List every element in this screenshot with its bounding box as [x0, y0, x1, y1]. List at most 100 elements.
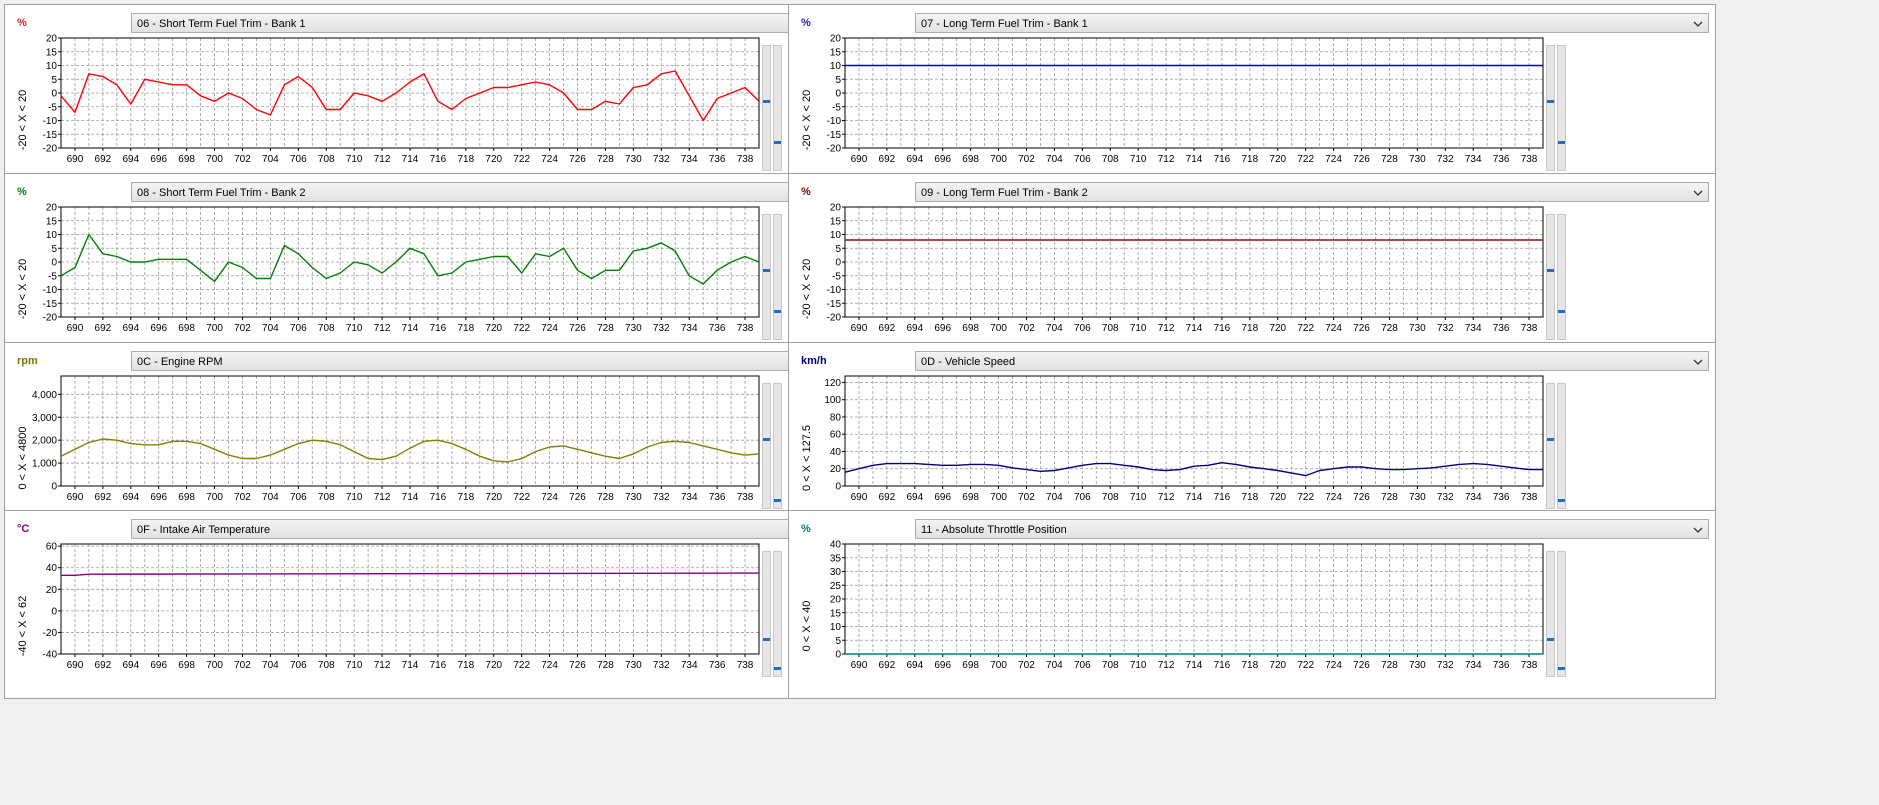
y-tick-label: 15 — [830, 47, 842, 58]
x-tick-label: 690 — [67, 492, 84, 503]
slider-thumb[interactable] — [763, 638, 770, 642]
slider-thumb[interactable] — [1547, 638, 1554, 642]
slider-thumb[interactable] — [1558, 499, 1565, 503]
x-tick-label: 728 — [1381, 323, 1398, 334]
zoom-slider[interactable] — [762, 551, 771, 677]
x-tick-label: 700 — [206, 154, 223, 165]
pid-select-dropdown[interactable]: 09 - Long Term Fuel Trim - Bank 2 — [915, 182, 1709, 202]
slider-thumb[interactable] — [774, 140, 781, 144]
x-tick-label: 700 — [206, 492, 223, 503]
slider-thumb[interactable] — [763, 269, 770, 272]
x-tick-label: 722 — [1297, 154, 1314, 165]
pid-select-dropdown[interactable]: 0C - Engine RPM — [131, 351, 925, 371]
x-tick-label: 696 — [150, 323, 167, 334]
y-tick-label: 80 — [830, 412, 842, 423]
line-chart: 0 5 10 15 20 25 30 35 40 690 692 694 696 698 700 702 704… — [830, 540, 1544, 671]
slider-thumb[interactable] — [763, 438, 770, 441]
offset-slider[interactable] — [1557, 383, 1566, 509]
x-tick-label: 700 — [990, 154, 1007, 165]
slider-thumb[interactable] — [774, 499, 781, 503]
offset-slider[interactable] — [1557, 214, 1566, 340]
y-tick-label: 60 — [830, 430, 842, 441]
x-tick-label: 712 — [1158, 492, 1175, 503]
x-tick-label: 692 — [95, 154, 112, 165]
slider-thumb[interactable] — [1547, 100, 1554, 103]
zoom-slider[interactable] — [762, 45, 771, 171]
x-tick-label: 718 — [457, 154, 474, 165]
offset-slider[interactable] — [773, 383, 782, 509]
pid-select-dropdown[interactable]: 07 - Long Term Fuel Trim - Bank 1 — [915, 13, 1709, 33]
x-tick-label: 694 — [906, 660, 923, 671]
x-tick-label: 710 — [346, 492, 363, 503]
x-tick-label: 726 — [569, 660, 586, 671]
zoom-slider[interactable] — [1546, 214, 1555, 340]
x-tick-label: 714 — [1186, 154, 1203, 165]
offset-slider[interactable] — [1557, 45, 1566, 171]
x-tick-label: 704 — [262, 154, 279, 165]
x-tick-label: 714 — [1186, 660, 1203, 671]
y-tick-label: 10 — [46, 61, 58, 72]
pid-select-dropdown[interactable]: 0D - Vehicle Speed — [915, 351, 1709, 371]
x-tick-label: 698 — [962, 323, 979, 334]
y-tick-label: -15 — [43, 299, 58, 310]
x-tick-label: 712 — [374, 154, 391, 165]
x-tick-label: 722 — [513, 323, 530, 334]
slider-thumb[interactable] — [774, 667, 781, 671]
offset-slider[interactable] — [773, 551, 782, 677]
y-tick-label: -10 — [827, 285, 842, 296]
x-tick-label: 694 — [122, 492, 139, 503]
x-tick-label: 720 — [485, 323, 502, 334]
x-tick-label: 738 — [1521, 154, 1538, 165]
slider-thumb[interactable] — [1558, 309, 1565, 313]
slider-thumb[interactable] — [1547, 269, 1554, 272]
y-tick-label: -5 — [832, 102, 841, 113]
zoom-slider[interactable] — [1546, 551, 1555, 677]
chart-panel: rpm 0C - Engine RPM 0 < X < 4800 0 1,000 2,00… — [4, 342, 932, 531]
y-tick-label: -5 — [48, 102, 57, 113]
y-tick-label: -40 — [43, 650, 58, 661]
pid-select-dropdown[interactable]: 11 - Absolute Throttle Position — [915, 519, 1709, 539]
chart-panel: km/h 0D - Vehicle Speed 0 < X < 127.5 0 20 40… — [788, 342, 1716, 531]
x-tick-label: 704 — [262, 660, 279, 671]
y-tick-label: 0 — [835, 89, 841, 100]
slider-thumb[interactable] — [763, 100, 770, 103]
series-line — [60, 70, 760, 122]
y-tick-label: 10 — [830, 622, 842, 633]
slider-thumb[interactable] — [1547, 438, 1554, 441]
x-tick-label: 702 — [1018, 492, 1035, 503]
x-tick-label: 730 — [1409, 323, 1426, 334]
y-tick-label: 0 — [51, 606, 57, 617]
x-tick-label: 694 — [906, 492, 923, 503]
slider-thumb[interactable] — [1558, 667, 1565, 671]
zoom-slider[interactable] — [1546, 45, 1555, 171]
pid-select-dropdown[interactable]: 0F - Intake Air Temperature — [131, 519, 925, 539]
offset-slider[interactable] — [1557, 551, 1566, 677]
offset-slider[interactable] — [773, 214, 782, 340]
x-tick-label: 734 — [681, 492, 698, 503]
pid-select-dropdown[interactable]: 08 - Short Term Fuel Trim - Bank 2 — [131, 182, 925, 202]
y-tick-label: -20 — [43, 628, 58, 639]
zoom-slider[interactable] — [762, 383, 771, 509]
y-tick-label: 15 — [46, 216, 58, 227]
pid-select-label: 0C - Engine RPM — [137, 356, 223, 368]
x-tick-label: 738 — [1521, 660, 1538, 671]
x-tick-label: 690 — [851, 492, 868, 503]
x-tick-label: 708 — [318, 323, 335, 334]
slider-thumb[interactable] — [774, 309, 781, 313]
x-tick-label: 724 — [541, 323, 558, 334]
x-tick-label: 706 — [290, 492, 307, 503]
x-tick-label: 736 — [1493, 492, 1510, 503]
y-tick-label: -20 — [43, 313, 58, 324]
zoom-slider[interactable] — [762, 214, 771, 340]
slider-thumb[interactable] — [1558, 140, 1565, 144]
unit-label: % — [801, 186, 811, 198]
y-tick-label: 10 — [830, 230, 842, 241]
x-tick-label: 724 — [1325, 154, 1342, 165]
x-tick-label: 728 — [597, 492, 614, 503]
pid-select-dropdown[interactable]: 06 - Short Term Fuel Trim - Bank 1 — [131, 13, 925, 33]
x-tick-label: 732 — [1437, 492, 1454, 503]
offset-slider[interactable] — [773, 45, 782, 171]
zoom-slider[interactable] — [1546, 383, 1555, 509]
x-tick-label: 730 — [625, 323, 642, 334]
x-tick-label: 712 — [1158, 154, 1175, 165]
